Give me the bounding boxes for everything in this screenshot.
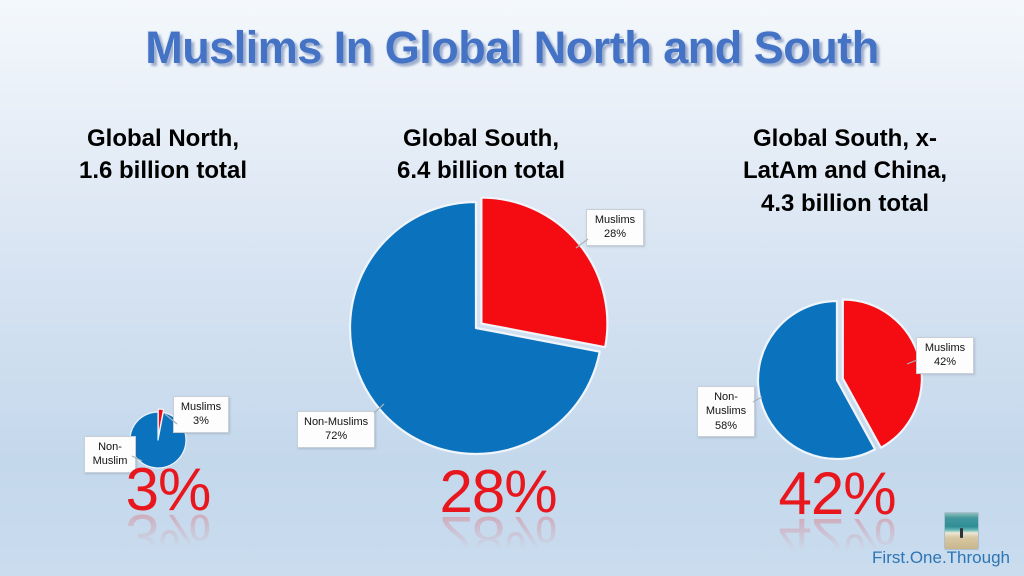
leader-line xyxy=(752,396,763,403)
big-percent-group: 28% 28% xyxy=(388,458,608,572)
big-percent-reflection: 3% xyxy=(125,502,211,569)
beach-photo-logo xyxy=(945,513,978,549)
pie-slice-non-muslims xyxy=(756,299,877,461)
leader-line xyxy=(164,413,178,425)
callout-muslims: Muslims 42% xyxy=(916,337,974,374)
slide-title: Muslims In Global North and South xyxy=(145,22,879,73)
leader-line xyxy=(131,455,143,462)
pie-slice-muslims xyxy=(841,298,923,449)
pie-global-south xyxy=(348,196,609,456)
person-silhouette xyxy=(960,528,963,538)
callout-non-muslims: Non- Muslim xyxy=(84,436,136,473)
leader-line xyxy=(575,238,589,249)
pie-slice-non-muslim xyxy=(129,411,187,469)
pie-slice-muslims xyxy=(157,408,165,438)
chart-heading-global-south: Global South, 6.4 billion total xyxy=(396,125,565,185)
pie-global-south-ex xyxy=(756,298,923,461)
big-percent-group: 3% 3% xyxy=(58,456,278,570)
big-percent: 28% xyxy=(439,458,557,525)
callout-muslims: Muslims 28% xyxy=(586,209,644,246)
pie-slice-non-muslims xyxy=(348,200,601,456)
credit-text: First.One.Through xyxy=(872,548,1010,567)
pie-slice-muslims xyxy=(480,196,609,349)
chart-heading-global-north: Global North, 1.6 billion total xyxy=(78,125,247,185)
callout-muslims: Muslims 3% xyxy=(173,396,229,433)
pie-global-north xyxy=(129,408,187,469)
big-percent: 42% xyxy=(778,460,896,527)
leader-line xyxy=(906,359,918,365)
big-percent: 3% xyxy=(125,456,212,523)
leader-line xyxy=(373,403,385,414)
big-percent-reflection: 28% xyxy=(439,504,557,571)
callout-non-muslims: Non-Muslims 72% xyxy=(297,411,376,448)
chart-heading-global-south-ex: Global South, x- LatAm and China, 4.3 bi… xyxy=(742,125,947,217)
callout-non-muslims: Non- Muslims 58% xyxy=(697,386,755,437)
